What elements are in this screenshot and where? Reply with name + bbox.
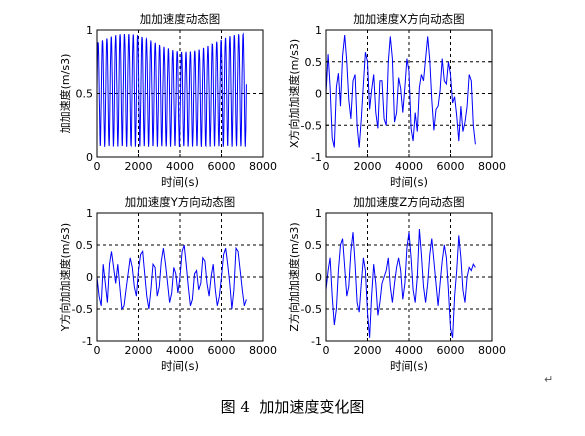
y-tick-label: 1 [315, 24, 322, 37]
chart-title: 加加速度X方向动态图 [353, 12, 464, 26]
y-tick-label: -0.5 [301, 303, 322, 316]
y-axis-label: X方向加加速度(m/s3) [287, 39, 301, 148]
x-tick-label: 2000 [354, 160, 382, 173]
y-tick-label: -1 [82, 335, 93, 348]
x-tick-label: 6000 [437, 160, 465, 173]
paragraph-mark: ↵ [544, 373, 554, 386]
figure-caption: 图 4 加加速度变化图 [220, 398, 365, 416]
y-tick-label: -1 [311, 335, 322, 348]
chart-panel-2: 0 2000 4000 6000 8000 -1 -0.5 0 0.5 1 加加速度X方向动态图时间… [287, 12, 506, 189]
x-axis-label: 时间(s) [390, 359, 428, 373]
y-tick-label: 0 [315, 88, 322, 101]
series-line [325, 228, 476, 338]
y-tick-label: 1 [86, 207, 93, 220]
x-tick-label: 6000 [437, 344, 465, 357]
y-tick-label: -0.5 [301, 119, 322, 132]
x-tick-label: 4000 [395, 344, 423, 357]
x-tick-label: 0 [94, 344, 101, 357]
y-tick-label: 0 [315, 271, 322, 284]
y-tick-label: -0.5 [72, 303, 93, 316]
series-line [96, 32, 247, 148]
x-tick-label: 8000 [478, 344, 506, 357]
chart-title: 加加速度Z方向动态图 [353, 195, 464, 209]
x-tick-label: 6000 [208, 160, 236, 173]
y-axis-label: 加加速度(m/s3) [58, 54, 72, 134]
x-tick-label: 2000 [125, 344, 153, 357]
x-axis-label: 时间(s) [161, 359, 199, 373]
x-tick-label: 0 [94, 160, 101, 173]
x-tick-label: 0 [323, 344, 330, 357]
chart-panel-3: 0 2000 4000 6000 8000 -1 -0.5 0 0.5 1 加加速度Y方向动态图时间… [58, 195, 277, 373]
y-axis-label: Z方向加加速度(m/s3) [287, 222, 301, 331]
chart-title: 加加速度动态图 [140, 12, 221, 26]
y-tick-label: 1 [86, 24, 93, 37]
x-axis-label: 时间(s) [390, 175, 428, 189]
y-tick-label: -1 [311, 151, 322, 164]
y-axis-label: Y方向加加速度(m/s3) [58, 223, 72, 332]
x-tick-label: 2000 [354, 344, 382, 357]
y-tick-label: 0.5 [305, 239, 323, 252]
y-tick-label: 0.5 [305, 56, 323, 69]
y-tick-label: 1 [315, 207, 322, 220]
x-tick-label: 8000 [249, 344, 277, 357]
x-tick-label: 4000 [166, 160, 194, 173]
chart-title: 加加速度Y方向动态图 [125, 195, 236, 209]
chart-panel-4: 0 2000 4000 6000 8000 -1 -0.5 0 0.5 1 加加速度Z方向动态图时间… [287, 195, 506, 373]
x-tick-label: 6000 [208, 344, 236, 357]
x-tick-label: 8000 [249, 160, 277, 173]
x-tick-label: 4000 [395, 160, 423, 173]
series-line [325, 35, 476, 148]
x-tick-label: 2000 [125, 160, 153, 173]
y-tick-label: 0 [86, 151, 93, 164]
y-tick-label: 0.5 [76, 88, 94, 101]
series-line [96, 244, 247, 311]
x-tick-label: 8000 [478, 160, 506, 173]
x-tick-label: 4000 [166, 344, 194, 357]
y-tick-label: 0 [86, 271, 93, 284]
y-tick-label: 0.5 [76, 239, 94, 252]
x-tick-label: 0 [323, 160, 330, 173]
x-axis-label: 时间(s) [161, 175, 199, 189]
